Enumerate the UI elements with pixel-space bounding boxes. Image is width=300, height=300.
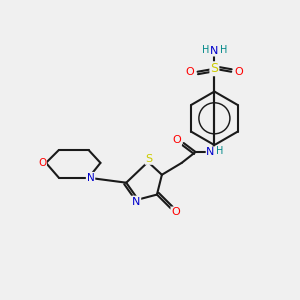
Text: H: H: [202, 45, 209, 55]
Text: S: S: [146, 154, 153, 164]
Text: O: O: [235, 67, 244, 77]
Text: H: H: [220, 45, 227, 55]
Text: O: O: [172, 135, 181, 145]
Text: O: O: [38, 158, 46, 168]
Text: N: N: [210, 46, 219, 56]
Text: O: O: [185, 67, 194, 77]
Text: N: N: [206, 147, 214, 157]
Text: O: O: [171, 207, 180, 218]
Text: H: H: [216, 146, 223, 156]
Text: N: N: [87, 173, 94, 183]
Text: N: N: [132, 196, 140, 206]
Text: S: S: [210, 62, 218, 75]
